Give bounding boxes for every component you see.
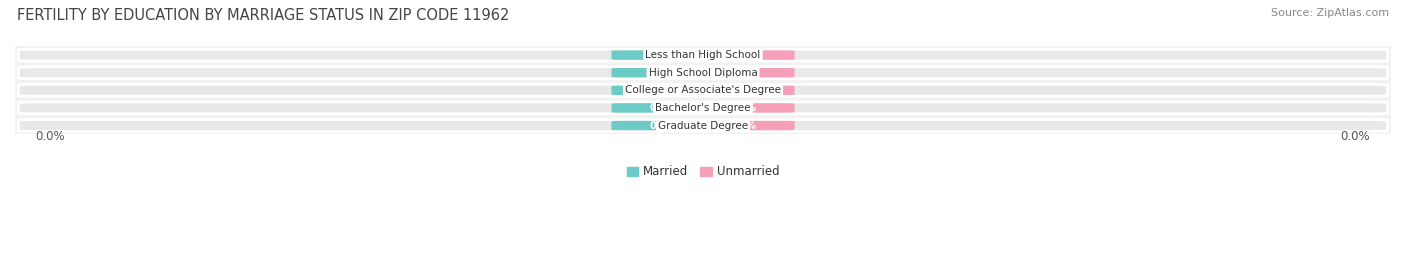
Text: 0.0%: 0.0% bbox=[35, 130, 65, 143]
Text: Less than High School: Less than High School bbox=[645, 50, 761, 60]
Bar bbox=[15, 82, 1391, 99]
Text: Bachelor's Degree: Bachelor's Degree bbox=[655, 103, 751, 113]
Bar bbox=[15, 99, 1391, 117]
Text: FERTILITY BY EDUCATION BY MARRIAGE STATUS IN ZIP CODE 11962: FERTILITY BY EDUCATION BY MARRIAGE STATU… bbox=[17, 8, 509, 23]
Text: 0.0%: 0.0% bbox=[730, 50, 756, 60]
FancyBboxPatch shape bbox=[18, 84, 1388, 96]
Text: 0.0%: 0.0% bbox=[650, 85, 676, 95]
Legend: Married, Unmarried: Married, Unmarried bbox=[621, 161, 785, 183]
Text: College or Associate's Degree: College or Associate's Degree bbox=[626, 85, 780, 95]
Bar bbox=[15, 46, 1391, 64]
FancyBboxPatch shape bbox=[690, 103, 794, 113]
FancyBboxPatch shape bbox=[690, 68, 794, 77]
FancyBboxPatch shape bbox=[18, 120, 1388, 132]
FancyBboxPatch shape bbox=[690, 50, 794, 60]
FancyBboxPatch shape bbox=[612, 86, 716, 95]
FancyBboxPatch shape bbox=[612, 121, 716, 130]
Text: 0.0%: 0.0% bbox=[650, 50, 676, 60]
FancyBboxPatch shape bbox=[18, 49, 1388, 61]
FancyBboxPatch shape bbox=[18, 102, 1388, 114]
Text: 0.0%: 0.0% bbox=[650, 103, 676, 113]
Text: 0.0%: 0.0% bbox=[730, 68, 756, 78]
Text: Graduate Degree: Graduate Degree bbox=[658, 121, 748, 130]
FancyBboxPatch shape bbox=[690, 86, 794, 95]
Text: 0.0%: 0.0% bbox=[1341, 130, 1371, 143]
FancyBboxPatch shape bbox=[612, 50, 716, 60]
Bar bbox=[15, 64, 1391, 82]
FancyBboxPatch shape bbox=[18, 67, 1388, 79]
FancyBboxPatch shape bbox=[612, 103, 716, 113]
Text: Source: ZipAtlas.com: Source: ZipAtlas.com bbox=[1271, 8, 1389, 18]
FancyBboxPatch shape bbox=[690, 121, 794, 130]
Bar bbox=[15, 117, 1391, 134]
FancyBboxPatch shape bbox=[612, 68, 716, 77]
Text: 0.0%: 0.0% bbox=[730, 121, 756, 130]
Text: 0.0%: 0.0% bbox=[730, 85, 756, 95]
Text: High School Diploma: High School Diploma bbox=[648, 68, 758, 78]
Text: 0.0%: 0.0% bbox=[650, 68, 676, 78]
Text: 0.0%: 0.0% bbox=[650, 121, 676, 130]
Text: 0.0%: 0.0% bbox=[730, 103, 756, 113]
